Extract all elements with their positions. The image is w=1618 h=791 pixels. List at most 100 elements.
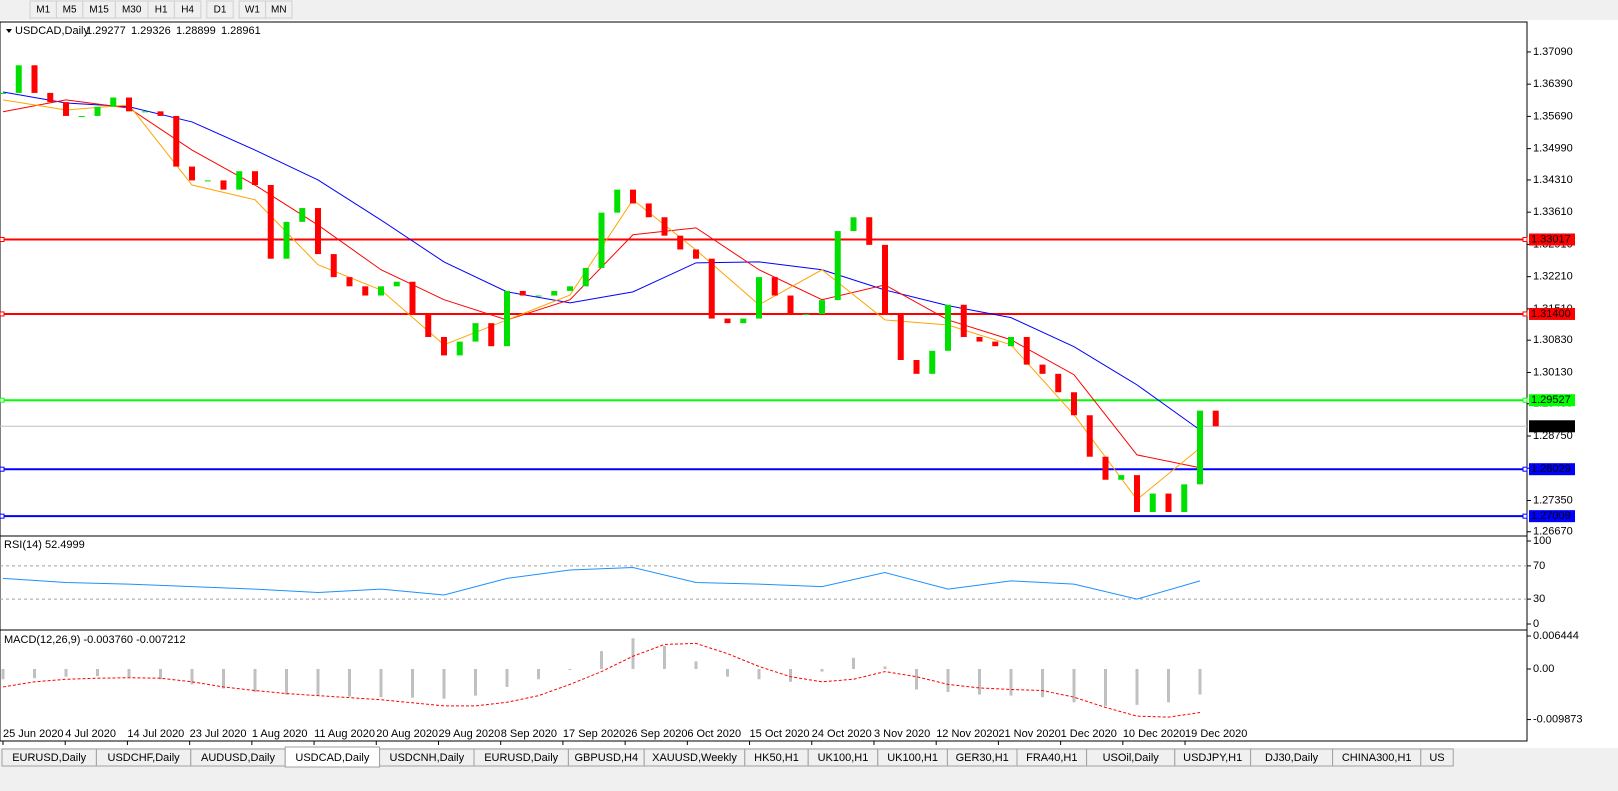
candle-body xyxy=(645,203,652,218)
timeframe-button[interactable] xyxy=(173,0,202,19)
candle-body xyxy=(126,97,132,112)
panel-title: RSI(14) 52.4999 xyxy=(4,539,85,551)
candle-body xyxy=(63,102,69,116)
candle-body xyxy=(173,115,180,167)
level-handle xyxy=(1522,311,1528,317)
macd-bar xyxy=(726,669,729,677)
level-handle xyxy=(0,513,5,519)
candle-body xyxy=(535,295,542,297)
symbol-tab-label: USDCHF,Daily xyxy=(108,752,181,764)
symbol-tab-label: CHINA300,H1 xyxy=(1342,752,1412,764)
y-tick-label: 1.35690 xyxy=(1533,110,1573,122)
level-label: 1.31400 xyxy=(1531,308,1571,320)
candle-body xyxy=(1134,475,1140,512)
level-label: 1.28029 xyxy=(1531,463,1571,475)
candle-body xyxy=(929,350,936,374)
macd-bar xyxy=(568,669,572,671)
macd-bar xyxy=(883,666,887,670)
candle-body xyxy=(472,323,479,342)
ohlc-value: 1.28961 xyxy=(221,25,261,37)
x-tick-label: 15 Oct 2020 xyxy=(750,728,810,740)
symbol-tab-label: US xyxy=(1429,752,1444,764)
macd-bar xyxy=(631,638,635,670)
candle-body xyxy=(252,171,258,186)
level-box xyxy=(1529,463,1575,476)
timeframe-button[interactable] xyxy=(206,0,234,19)
x-tick-label: 20 Aug 2020 xyxy=(376,728,438,740)
candle-body xyxy=(630,189,636,204)
candle-body xyxy=(693,249,699,259)
timeframe-label: D1 xyxy=(214,5,227,16)
candle-body xyxy=(346,277,353,287)
candle-body xyxy=(740,318,747,324)
timeframe-button[interactable] xyxy=(265,0,293,19)
candle-body xyxy=(1149,493,1156,512)
candle-body xyxy=(78,115,85,117)
macd-bar xyxy=(1198,669,1202,695)
candle-body xyxy=(661,217,668,236)
ohlc-value: 1.29277 xyxy=(86,25,126,37)
candle-body xyxy=(409,281,416,314)
candle-body xyxy=(299,208,306,222)
candle-body xyxy=(441,336,447,356)
x-tick-label: 26 Sep 2020 xyxy=(625,728,687,740)
level-handle xyxy=(1522,397,1528,403)
macd-bar xyxy=(537,669,540,680)
y-tick-label: 30 xyxy=(1533,593,1545,605)
macd-bar xyxy=(600,651,603,670)
candle-body xyxy=(866,217,873,245)
candle-body xyxy=(267,185,274,259)
candle-body xyxy=(708,258,715,319)
macd-bar xyxy=(127,669,131,678)
candle-body xyxy=(897,313,904,361)
macd-bar xyxy=(1167,669,1170,703)
macd-bar xyxy=(978,669,981,695)
symbol-tab-label: USDJPY,H1 xyxy=(1183,752,1242,764)
macd-signal xyxy=(2,642,1201,718)
macd-bar xyxy=(1041,669,1044,698)
x-tick-label: 6 Oct 2020 xyxy=(687,728,741,740)
y-tick-label: 0 xyxy=(1533,618,1539,630)
symbol-tab-label: FRA40,H1 xyxy=(1026,752,1077,764)
macd-bar xyxy=(442,669,446,699)
symbol-tab-label: USDCNH,Daily xyxy=(390,752,465,764)
level-handle xyxy=(1522,466,1528,472)
candle-body xyxy=(677,235,684,250)
macd-bar xyxy=(190,669,194,685)
candle-body xyxy=(1008,336,1014,347)
level-label: 1.33017 xyxy=(1531,233,1571,245)
candle-body xyxy=(378,286,384,296)
y-tick-label: 1.34990 xyxy=(1533,143,1573,155)
x-tick-label: 4 Jul 2020 xyxy=(65,728,116,740)
candle-body xyxy=(519,290,526,296)
candle-body xyxy=(1039,364,1046,374)
chart-area xyxy=(0,21,1528,742)
candle-body xyxy=(551,290,558,296)
x-tick-label: 8 Sep 2020 xyxy=(501,728,557,740)
x-tick-label: 24 Oct 2020 xyxy=(812,728,872,740)
symbol-tab-label: GER30,H1 xyxy=(956,752,1009,764)
x-tick-label: 19 Dec 2020 xyxy=(1185,728,1247,740)
y-tick-label: 1.30130 xyxy=(1533,366,1573,378)
macd-bar xyxy=(852,657,855,670)
candle-body xyxy=(724,318,731,324)
y-tick-label: 1.36390 xyxy=(1533,78,1573,90)
level-handle xyxy=(0,397,5,403)
candle-body xyxy=(157,111,164,116)
symbol-tab-label: EURUSD,Daily xyxy=(484,752,558,764)
level-box xyxy=(1529,420,1575,433)
candle-body xyxy=(0,92,6,94)
candle-body xyxy=(362,286,369,296)
toolbar xyxy=(0,0,1618,20)
ohlc-value: 1.29326 xyxy=(131,25,171,37)
candle-body xyxy=(614,189,621,213)
candle-body xyxy=(1086,415,1093,457)
y-tick-label: 1.32210 xyxy=(1533,271,1573,283)
candle-body xyxy=(1055,373,1062,393)
symbol-tab[interactable] xyxy=(1420,748,1454,767)
timeframe-label: M1 xyxy=(36,5,50,16)
level-handle xyxy=(0,236,5,242)
level-box xyxy=(1529,510,1575,523)
candle-body xyxy=(47,92,54,103)
